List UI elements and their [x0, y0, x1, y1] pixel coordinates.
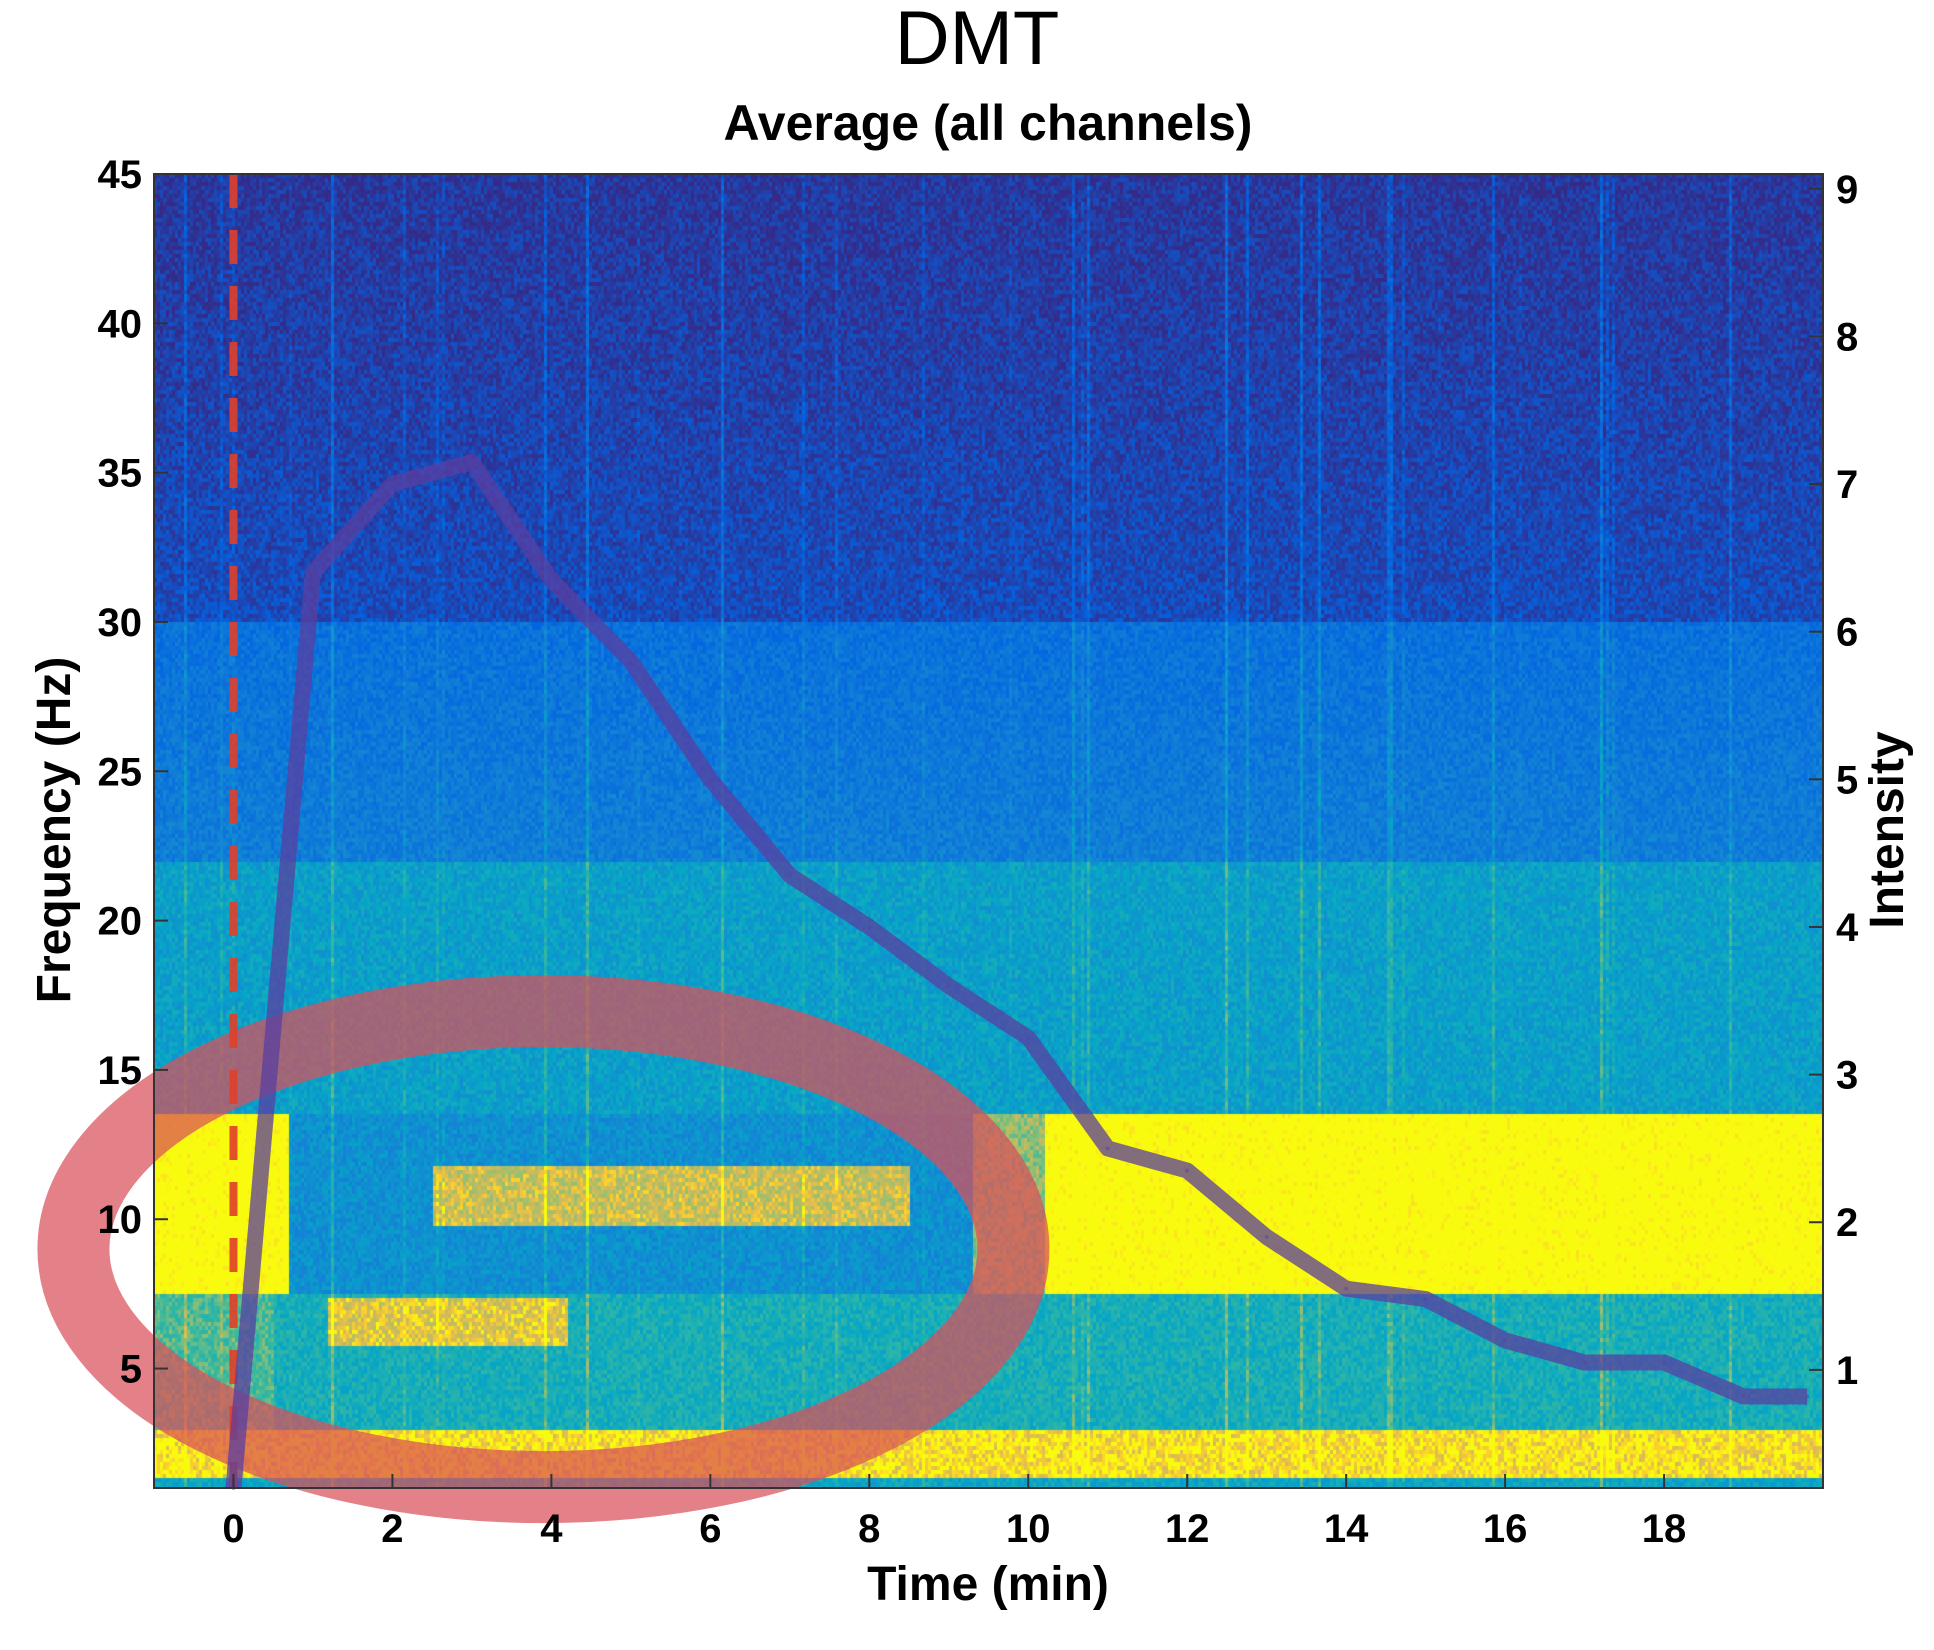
intensity-point: [469, 459, 474, 464]
intensity-point: [390, 482, 395, 487]
y-tick-label: 20: [98, 900, 143, 944]
intensity-point: [708, 777, 713, 782]
y2-tick-label: 4: [1836, 906, 1859, 950]
intensity-point: [867, 924, 872, 929]
intensity-point: [1423, 1297, 1428, 1302]
intensity-point: [1582, 1360, 1587, 1365]
intensity-point: [1503, 1338, 1508, 1343]
y-tick-label: 25: [98, 750, 143, 794]
intensity-point: [946, 984, 951, 989]
y2-tick-label: 3: [1836, 1054, 1858, 1098]
highlight-ellipse: [37, 975, 1050, 1524]
x-tick-label: 18: [1642, 1507, 1687, 1551]
intensity-point: [310, 570, 315, 575]
y-tick-label: 40: [98, 302, 143, 346]
x-tick-label: 16: [1483, 1507, 1528, 1551]
intensity-point: [1805, 1394, 1810, 1399]
y-axis-label: Frequency (Hz): [28, 657, 81, 1004]
y2-axis-label: Intensity: [1861, 731, 1914, 929]
y-tick-label: 30: [98, 601, 143, 645]
intensity-point: [628, 659, 633, 664]
y2-tick-label: 5: [1836, 758, 1858, 802]
x-tick-label: 4: [540, 1507, 563, 1551]
x-tick-label: 14: [1324, 1507, 1369, 1551]
intensity-point: [787, 873, 792, 878]
x-tick-label: 12: [1165, 1507, 1210, 1551]
y2-tick-label: 2: [1836, 1201, 1858, 1245]
y2-tick-label: 1: [1836, 1349, 1858, 1393]
x-axis-label: Time (min): [867, 1558, 1109, 1611]
x-tick-label: 2: [381, 1507, 403, 1551]
y-tick-label: 35: [98, 452, 143, 496]
y-tick-label: 45: [98, 153, 143, 197]
chart-subtitle: Average (all channels): [724, 95, 1253, 151]
x-tick-label: 10: [1006, 1507, 1051, 1551]
x-tick-label: 6: [699, 1507, 721, 1551]
intensity-point: [1026, 1035, 1031, 1040]
intensity-point: [1662, 1360, 1667, 1365]
y-tick-label: 15: [98, 1049, 143, 1093]
intensity-point: [1185, 1168, 1190, 1173]
x-tick-label: 0: [222, 1507, 244, 1551]
intensity-point: [1741, 1394, 1746, 1399]
y-tick-label: 10: [98, 1198, 143, 1242]
x-tick-label: 8: [858, 1507, 880, 1551]
y2-tick-label: 9: [1836, 168, 1858, 212]
plot-frame: [153, 173, 1824, 1489]
y-tick-label: 5: [120, 1348, 142, 1392]
intensity-point: [549, 578, 554, 583]
y2-tick-label: 6: [1836, 611, 1858, 655]
y2-tick-label: 7: [1836, 463, 1858, 507]
intensity-point: [1344, 1286, 1349, 1291]
y2-tick-label: 8: [1836, 315, 1858, 359]
intensity-point: [1264, 1235, 1269, 1240]
intensity-point: [1105, 1146, 1110, 1151]
chart-title: DMT: [895, 0, 1060, 81]
